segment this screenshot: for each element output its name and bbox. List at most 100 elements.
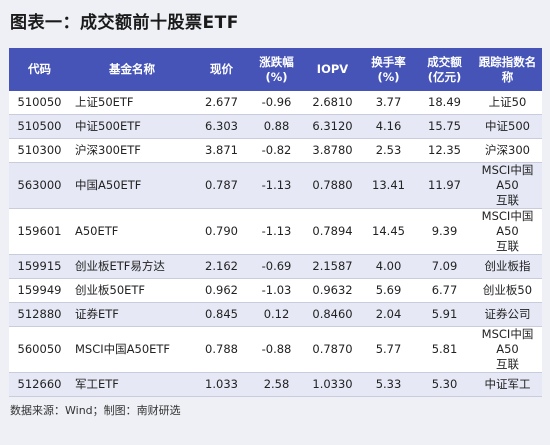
header-change: 涨跌幅 (%) — [249, 48, 304, 91]
cell-price: 3.871 — [194, 138, 249, 163]
cell-amount: 15.75 — [416, 114, 473, 139]
cell-price: 0.787 — [194, 162, 249, 209]
cell-fund-name: 证券ETF — [70, 302, 194, 327]
source-note: 数据来源：Wind；制图：南财研选 — [10, 404, 181, 417]
table-row: 512880 证券ETF 0.845 0.12 0.8460 2.04 5.91 证券公司 — [9, 302, 542, 327]
cell-change: -0.69 — [249, 254, 304, 279]
cell-iopv: 2.6810 — [304, 91, 361, 115]
cell-amount: 5.30 — [416, 372, 473, 397]
cell-code: 159915 — [9, 254, 70, 279]
cell-fund-name: 创业板50ETF — [70, 278, 194, 303]
table-row: 159915 创业板ETF易方达 2.162 -0.69 2.1587 4.00 7.09 创… — [9, 254, 542, 279]
cell-amount: 12.35 — [416, 138, 473, 163]
cell-fund-name: A50ETF — [70, 208, 194, 255]
table-row: 560050 MSCI中国A50ETF 0.788 -0.88 0.7870 5.77 5.… — [9, 326, 542, 373]
header-code: 代码 — [9, 48, 70, 91]
cell-change: 0.12 — [249, 302, 304, 327]
cell-fund-name: 上证50ETF — [70, 91, 194, 115]
cell-code: 512660 — [9, 372, 70, 397]
cell-turnover: 4.16 — [361, 114, 416, 139]
cell-iopv: 0.7870 — [304, 326, 361, 373]
table-row: 510050 上证50ETF 2.677 -0.96 2.6810 3.77 18.49 上证… — [9, 91, 542, 115]
cell-tracking-index: 沪深300 — [473, 138, 542, 163]
cell-tracking-index: 中证军工 — [473, 372, 542, 397]
cell-tracking-index: MSCI中国A50 互联 — [473, 326, 542, 373]
cell-iopv: 0.8460 — [304, 302, 361, 327]
table-row: 159949 创业板50ETF 0.962 -1.03 0.9632 5.69 6.77 创业… — [9, 278, 542, 303]
cell-iopv: 1.0330 — [304, 372, 361, 397]
cell-change: -0.88 — [249, 326, 304, 373]
cell-change: 2.58 — [249, 372, 304, 397]
cell-code: 512880 — [9, 302, 70, 327]
cell-price: 2.162 — [194, 254, 249, 279]
cell-code: 510050 — [9, 91, 70, 115]
cell-turnover: 2.04 — [361, 302, 416, 327]
cell-price: 0.845 — [194, 302, 249, 327]
cell-turnover: 5.77 — [361, 326, 416, 373]
cell-change: -1.13 — [249, 162, 304, 209]
cell-code: 159949 — [9, 278, 70, 303]
cell-change: 0.88 — [249, 114, 304, 139]
cell-tracking-index: 创业板50 — [473, 278, 542, 303]
cell-amount: 7.09 — [416, 254, 473, 279]
cell-code: 560050 — [9, 326, 70, 373]
cell-iopv: 2.1587 — [304, 254, 361, 279]
cell-tracking-index: 创业板指 — [473, 254, 542, 279]
table-row: 510500 中证500ETF 6.303 0.88 6.3120 4.16 15.75 中证… — [9, 114, 542, 139]
cell-amount: 11.97 — [416, 162, 473, 209]
cell-price: 0.962 — [194, 278, 249, 303]
cell-price: 0.788 — [194, 326, 249, 373]
table-row: 510300 沪深300ETF 3.871 -0.82 3.8780 2.53 12.35 沪… — [9, 138, 542, 163]
cell-tracking-index: MSCI中国A50 互联 — [473, 208, 542, 255]
cell-turnover: 5.33 — [361, 372, 416, 397]
cell-fund-name: 军工ETF — [70, 372, 194, 397]
cell-amount: 6.77 — [416, 278, 473, 303]
etf-table: 代码 基金名称 现价 涨跌幅 (%) IOPV 换手率 (%) 成交额 (亿元) 跟踪… — [9, 48, 542, 397]
cell-change: -1.13 — [249, 208, 304, 255]
cell-turnover: 4.00 — [361, 254, 416, 279]
cell-amount: 5.81 — [416, 326, 473, 373]
cell-amount: 5.91 — [416, 302, 473, 327]
cell-fund-name: 中证500ETF — [70, 114, 194, 139]
cell-tracking-index: 中证500 — [473, 114, 542, 139]
cell-change: -0.82 — [249, 138, 304, 163]
header-price: 现价 — [194, 48, 249, 91]
table-header-row: 代码 基金名称 现价 涨跌幅 (%) IOPV 换手率 (%) 成交额 (亿元) 跟踪… — [9, 48, 542, 91]
cell-turnover: 5.69 — [361, 278, 416, 303]
cell-turnover: 13.41 — [361, 162, 416, 209]
cell-price: 0.790 — [194, 208, 249, 255]
header-turnover: 换手率 (%) — [361, 48, 416, 91]
cell-turnover: 2.53 — [361, 138, 416, 163]
cell-code: 159601 — [9, 208, 70, 255]
cell-code: 510500 — [9, 114, 70, 139]
table-row: 159601 A50ETF 0.790 -1.13 0.7894 14.45 9.39 MSC… — [9, 208, 542, 255]
cell-change: -0.96 — [249, 91, 304, 115]
cell-price: 1.033 — [194, 372, 249, 397]
cell-iopv: 0.7894 — [304, 208, 361, 255]
header-amount: 成交额 (亿元) — [416, 48, 473, 91]
cell-iopv: 3.8780 — [304, 138, 361, 163]
cell-fund-name: 创业板ETF易方达 — [70, 254, 194, 279]
cell-fund-name: 沪深300ETF — [70, 138, 194, 163]
cell-tracking-index: 证券公司 — [473, 302, 542, 327]
header-iopv: IOPV — [304, 48, 361, 91]
cell-code: 563000 — [9, 162, 70, 209]
cell-iopv: 0.7880 — [304, 162, 361, 209]
cell-iopv: 0.9632 — [304, 278, 361, 303]
cell-tracking-index: 上证50 — [473, 91, 542, 115]
table-row: 563000 中国A50ETF 0.787 -1.13 0.7880 13.41 11.97… — [9, 162, 542, 209]
table-row: 512660 军工ETF 1.033 2.58 1.0330 5.33 5.30 中证军工 — [9, 372, 542, 397]
cell-amount: 9.39 — [416, 208, 473, 255]
cell-code: 510300 — [9, 138, 70, 163]
cell-price: 6.303 — [194, 114, 249, 139]
cell-change: -1.03 — [249, 278, 304, 303]
cell-tracking-index: MSCI中国A50 互联 — [473, 162, 542, 209]
header-index: 跟踪指数名称 — [473, 48, 542, 91]
page-title: 图表一：成交额前十股票ETF — [10, 13, 239, 33]
cell-iopv: 6.3120 — [304, 114, 361, 139]
cell-amount: 18.49 — [416, 91, 473, 115]
header-fund-name: 基金名称 — [70, 48, 194, 91]
cell-turnover: 14.45 — [361, 208, 416, 255]
cell-fund-name: 中国A50ETF — [70, 162, 194, 209]
